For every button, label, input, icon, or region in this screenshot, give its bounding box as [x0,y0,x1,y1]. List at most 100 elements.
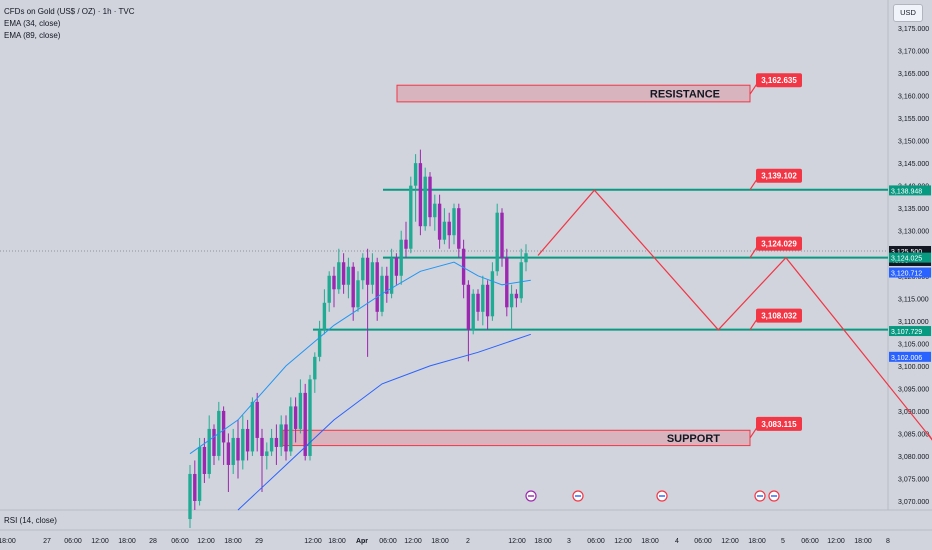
y-tick-label: 3,085.000 [898,431,929,438]
x-tick-label: 06:00 [64,538,82,545]
level-callout-text: 3,124.029 [761,240,797,249]
x-tick-label: 12:00 [508,538,526,545]
y-tick-label: 3,175.000 [898,26,929,33]
resistance-zone-label: RESISTANCE [650,89,720,101]
candle-body [365,257,370,285]
candle-body [351,266,355,308]
candle-body [356,280,360,308]
price-tag-label: 3,120.712 [891,271,922,278]
x-tick-label: 12:00 [827,538,845,545]
x-tick-label: 12:00 [721,538,739,545]
candle-body [293,406,298,429]
candle-body [207,428,211,474]
price-tag-box [889,185,931,196]
ema-89-label[interactable]: EMA (89, close) [4,31,61,40]
y-tick-label: 3,160.000 [898,94,929,101]
candle-body [461,248,466,285]
x-tick-label: 28 [149,538,157,545]
candle-body [514,293,519,299]
level-callout-box [756,73,802,88]
x-tick-label: 4 [675,538,679,545]
candle-body [485,284,490,317]
rsi-label[interactable]: RSI (14, close) [4,516,57,525]
projection-arrowhead [927,433,932,441]
candle-body [433,203,437,218]
candle-body [370,262,375,285]
candle-body [476,293,480,312]
y-tick-label: 3,095.000 [898,386,929,393]
candle-body [509,293,514,308]
x-tick-label: 12:00 [197,538,215,545]
candle-body [442,221,447,240]
candle-body [327,275,331,303]
legend: CFDs on Gold (US$ / OZ) · 1h · TVC EMA (… [4,6,135,42]
x-tick-label: 06:00 [694,538,712,545]
level-callout-box [756,308,802,323]
candle-body [274,437,279,447]
y-tick-label: 3,130.000 [898,229,929,236]
support-zone-label: SUPPORT [667,433,720,445]
candle-body [346,266,351,285]
x-tick-label: 18:00 [641,538,659,545]
y-tick-label: 3,110.000 [898,319,929,326]
ema-34-label[interactable]: EMA (34, close) [4,19,61,28]
price-tag-box [889,351,931,362]
candle-body [466,284,471,330]
y-tick-label: 3,145.000 [898,161,929,168]
candle-body [481,284,485,312]
candle-body [418,163,423,227]
candle-body [303,392,307,456]
candle-body [524,253,528,263]
y-tick-label: 3,165.000 [898,71,929,78]
candle-body [269,437,274,452]
price-tag-label: 3,124.025 [891,256,922,263]
x-tick-label: 18:00 [431,538,449,545]
candle-body [197,446,202,501]
candle-body [428,176,432,218]
y-tick-label: 3,115.000 [898,296,929,303]
x-tick-label: 3 [567,538,571,545]
price-tag-label: 3,107.729 [891,329,922,336]
y-tick-label: 3,075.000 [898,476,929,483]
candle-body [260,437,264,456]
candle-body [505,257,509,308]
x-tick-label: 18:00 [118,538,136,545]
y-tick-label: 3,080.000 [898,454,929,461]
candle-body [265,451,269,456]
candle-body [332,275,336,290]
x-tick-label: 12:00 [614,538,632,545]
candle-body [452,208,456,236]
candle-body [375,262,379,312]
candle-body [241,428,245,461]
candle-body [337,262,341,290]
symbol-title[interactable]: CFDs on Gold (US$ / OZ) · 1h · TVC [4,7,135,16]
price-tag-label: 3,102.006 [891,355,922,362]
candle-body [231,437,235,465]
candle-body [289,406,293,452]
y-tick-label: 3,170.000 [898,49,929,56]
price-tag-label: 3,138.948 [891,188,922,195]
candle-body [361,257,365,281]
y-tick-label: 3,135.000 [898,206,929,213]
ema-34-line [189,261,531,455]
currency-button[interactable]: USD [893,4,923,22]
x-tick-label: 5 [781,538,785,545]
x-tick-label: 29 [255,538,263,545]
x-tick-label: 18:00 [0,538,16,545]
x-tick-label: 18:00 [534,538,552,545]
x-tick-label: 12:00 [404,538,422,545]
x-tick-label: 12:00 [91,538,109,545]
candle-body [457,208,461,249]
price-tag-box [889,267,931,278]
level-callout-box [756,168,802,183]
candle-body [447,221,451,236]
y-tick-label: 3,105.000 [898,341,929,348]
projection-path [537,189,932,441]
level-callout-box [756,236,802,251]
candle-body [279,424,283,447]
candle-body [389,257,394,294]
x-tick-label: 2 [466,538,470,545]
y-tick-label: 3,155.000 [898,116,929,123]
